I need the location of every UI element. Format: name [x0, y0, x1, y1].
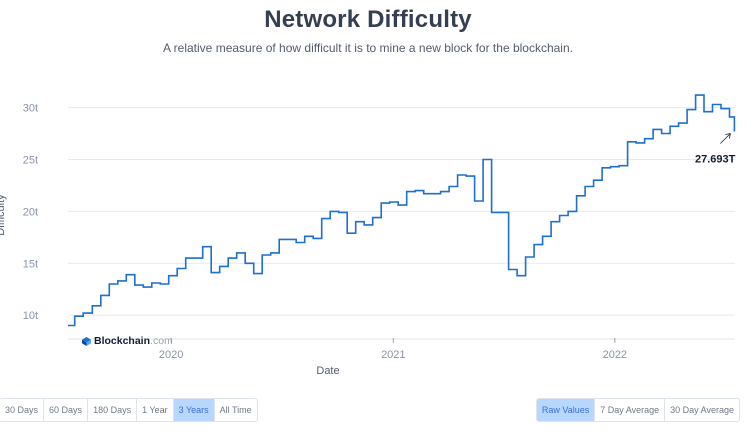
y-axis-label: Difficulty — [0, 194, 7, 236]
range-button-1-year[interactable]: 1 Year — [137, 399, 174, 421]
x-tick-label: 2021 — [381, 349, 405, 361]
annotation-arrowhead — [725, 133, 731, 139]
page-subtitle: A relative measure of how difficult it i… — [163, 41, 573, 55]
average-button-30-day-average[interactable]: 30 Day Average — [670, 405, 734, 415]
range-button-60-days[interactable]: 60 Days — [44, 399, 89, 421]
time-range-buttons: 30 Days 60 Days 180 Days 1 Year 3 Years All T… — [0, 398, 258, 422]
x-tick-label: 2022 — [603, 349, 627, 361]
page-title: Network Difficulty — [264, 6, 472, 33]
series-line — [68, 94, 736, 327]
average-button-raw-values[interactable]: Raw Values — [536, 399, 596, 421]
range-button-all-time[interactable]: All Time — [219, 405, 252, 415]
range-button-3-years[interactable]: 3 Years — [173, 399, 215, 421]
blockchain-logo-icon — [82, 336, 91, 346]
x-tick-label: 2020 — [159, 349, 183, 361]
y-tick-label: 25t — [23, 154, 38, 166]
y-tick-label: 10t — [23, 310, 38, 322]
annotation-label: 27.693T — [695, 154, 736, 166]
x-axis-label: Date — [316, 365, 339, 377]
y-tick-label: 20t — [23, 206, 38, 218]
range-button-180-days[interactable]: 180 Days — [88, 399, 138, 421]
blockchain-watermark: Blockchain .com — [82, 335, 173, 347]
average-button-7-day-average[interactable]: 7 Day Average — [595, 399, 666, 421]
watermark-suffix: .com — [150, 335, 173, 347]
annotation-arrow — [720, 133, 731, 144]
average-buttons: Raw Values 7 Day Average 30 Day Average — [535, 398, 740, 422]
range-button-30-days[interactable]: 30 Days — [0, 399, 45, 421]
y-tick-label: 15t — [23, 258, 38, 270]
y-tick-label: 30t — [23, 103, 38, 115]
watermark-brand: Blockchain — [94, 335, 151, 347]
